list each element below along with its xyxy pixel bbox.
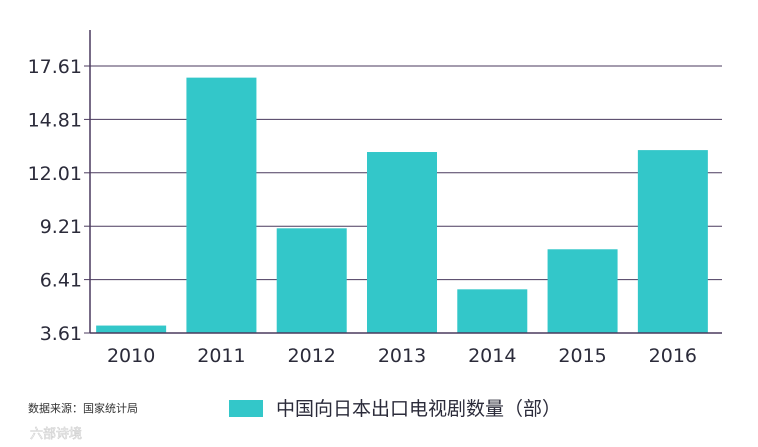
x-tick-label: 2010 (107, 345, 155, 367)
y-tick-labels: 3.61 6.41 9.21 12.01 14.81 17.61 (28, 56, 90, 345)
legend: 中国向日本出口电视剧数量（部） (229, 398, 561, 420)
legend-swatch (229, 400, 263, 417)
watermark-text: 六部诗境 (30, 427, 82, 442)
y-tick-label: 6.41 (40, 270, 82, 292)
legend-label: 中国向日本出口电视剧数量（部） (276, 398, 561, 420)
bar-2010 (96, 325, 167, 333)
y-tick-label: 17.61 (28, 56, 82, 78)
bar-2013 (367, 152, 437, 333)
bar-2016 (637, 150, 708, 333)
x-tick-label: 2015 (558, 345, 606, 367)
x-tick-label: 2014 (468, 345, 516, 367)
x-tick-label: 2016 (649, 345, 697, 367)
watermark: 六部诗境 (30, 427, 83, 443)
axes (89, 30, 722, 334)
x-tick-label: 2013 (378, 345, 426, 367)
y-tick-label: 3.61 (40, 323, 82, 345)
bar-2012 (276, 228, 347, 333)
y-tick-label: 9.21 (40, 216, 82, 238)
x-tick-label: 2012 (288, 345, 336, 367)
y-tick-label: 12.01 (28, 163, 82, 185)
bar-2014 (457, 289, 528, 333)
x-tick-labels: 2010 2011 2012 2013 2014 2015 2016 (107, 345, 697, 367)
bar-2011 (186, 77, 257, 333)
bar-2015 (547, 249, 618, 333)
bars (96, 77, 708, 333)
y-tick-label: 14.81 (28, 109, 82, 131)
x-tick-label: 2011 (197, 345, 245, 367)
source-note: 数据来源：国家统计局 (28, 401, 138, 415)
